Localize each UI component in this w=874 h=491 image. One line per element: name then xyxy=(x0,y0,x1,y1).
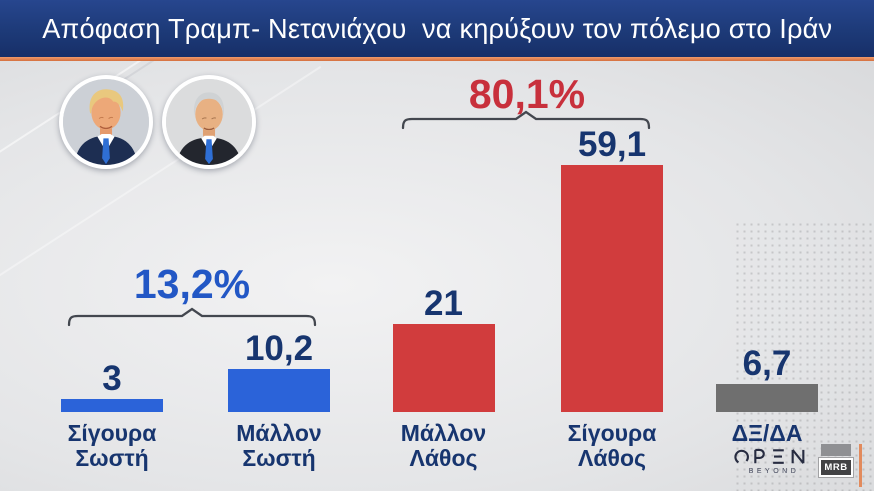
category-label: Μάλλον Σωστή xyxy=(236,420,322,472)
category-label: Σίγουρα Λάθος xyxy=(567,420,657,472)
bar-value-label: 21 xyxy=(424,284,463,323)
bar-rect xyxy=(61,399,163,412)
header-bar: Απόφαση Τραμπ- Νετανιάχου να κηρύξουν το… xyxy=(0,0,874,57)
mrb-logo-label: MRB xyxy=(819,458,853,477)
trump-portrait-image xyxy=(63,79,149,165)
netanyahu-portrait-image xyxy=(166,79,252,165)
bar-value-label: 10,2 xyxy=(244,329,314,368)
category-label: Σίγουρα Σωστή xyxy=(67,420,157,472)
mrb-logo-top-bar xyxy=(821,444,851,456)
bar-rect xyxy=(716,384,818,412)
header-accent-line xyxy=(0,57,874,61)
category-label: ΔΞ/ΔΑ xyxy=(731,420,803,446)
bar-value-label: 3 xyxy=(102,359,122,398)
footer-accent-line xyxy=(859,444,862,487)
trump-avatar xyxy=(59,75,153,169)
open-logo-icon xyxy=(734,448,805,464)
group-bracket-right xyxy=(401,110,651,130)
mrb-polling-logo: MRB xyxy=(819,444,853,477)
group-bracket-left xyxy=(67,307,317,327)
open-beyond-label: BEYOND xyxy=(748,468,800,475)
bar-column-2: 10,2 xyxy=(228,331,330,412)
group-share-left: 13,2% xyxy=(133,261,251,307)
netanyahu-avatar xyxy=(162,75,256,169)
bar-column-3: 21 xyxy=(392,284,495,412)
bar-rect xyxy=(561,165,663,412)
page-title: Απόφαση Τραμπ- Νετανιάχου να κηρύξουν το… xyxy=(41,12,833,44)
bar-value-label: 6,7 xyxy=(742,344,792,383)
open-channel-logo: BEYOND xyxy=(731,447,817,475)
group-share-right: 80,1% xyxy=(468,71,586,117)
bar-column-4: 59,1 xyxy=(561,127,663,412)
bar-rect xyxy=(228,369,330,412)
bar-value-label: 59,1 xyxy=(577,125,647,164)
bar-column-1: 3 xyxy=(61,361,163,412)
category-label: Μάλλον Λάθος xyxy=(400,420,487,472)
bar-column-5: 6,7 xyxy=(716,346,818,412)
bar-rect xyxy=(392,324,495,412)
